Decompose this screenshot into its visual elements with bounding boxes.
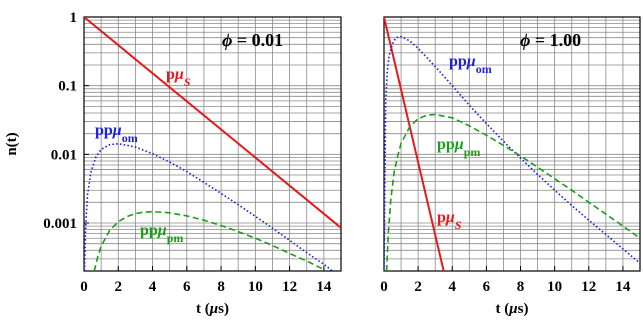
x-tick-label: 8 (517, 279, 525, 295)
x-tick-label: 14 (615, 279, 631, 295)
axis-ticks (383, 266, 624, 271)
series-line (84, 17, 341, 229)
y-tick-label: 0.001 (43, 216, 77, 232)
x-tick-label: 0 (80, 279, 88, 295)
series-label: ppμpm (140, 222, 183, 245)
series-group (384, 17, 640, 271)
x-tick-label: 0 (380, 279, 388, 295)
x-tick-label: 8 (217, 279, 225, 295)
phi-annotation: ϕ = 1.00 (520, 30, 581, 50)
x-tick-label: 4 (449, 279, 457, 295)
panel-left: 0 2 4 6 8 10 12 14 1 0.1 0.01 0.001 t (μs) n(t) pμS ppμ… (4, 10, 342, 317)
series-label: ppμpm (437, 136, 480, 159)
x-tick-label: 12 (581, 279, 596, 295)
series-line (384, 35, 640, 271)
x-axis-title: t (μs) (196, 301, 229, 317)
x-tick-label: 6 (183, 279, 191, 295)
phi-annotation: ϕ = 0.01 (222, 30, 283, 50)
y-tick-label: 1 (70, 10, 78, 26)
x-tick-label: 6 (483, 279, 491, 295)
x-axis-title: t (μs) (496, 301, 529, 317)
x-tick-label: 10 (547, 279, 562, 295)
plot-frame (383, 16, 641, 272)
x-tick-label: 12 (282, 279, 297, 295)
series-group (84, 17, 341, 271)
series-line (84, 142, 334, 271)
series-label: ppμom (449, 53, 492, 76)
series-label: ppμom (95, 122, 138, 145)
plot-frame (83, 16, 342, 272)
series-line (384, 17, 445, 271)
x-tick-label: 10 (248, 279, 263, 295)
x-tick-label: 14 (316, 279, 332, 295)
y-tick-label: 0.01 (51, 147, 77, 163)
series-line (93, 210, 325, 271)
grid (384, 17, 640, 271)
x-tick-label: 2 (414, 279, 422, 295)
series-label: pμS (437, 209, 462, 232)
x-tick-label: 4 (149, 279, 157, 295)
series-line (385, 113, 640, 271)
series-label: pμS (166, 66, 191, 89)
y-tick-label: 0.1 (58, 79, 77, 95)
x-tick-label: 2 (115, 279, 123, 295)
panel-right: 0 2 4 6 8 10 12 14 t (μs) pμS ppμom ppμpm ϕ = 1.00 (380, 16, 641, 317)
grid (84, 17, 341, 271)
y-axis-title: n(t) (4, 132, 20, 155)
